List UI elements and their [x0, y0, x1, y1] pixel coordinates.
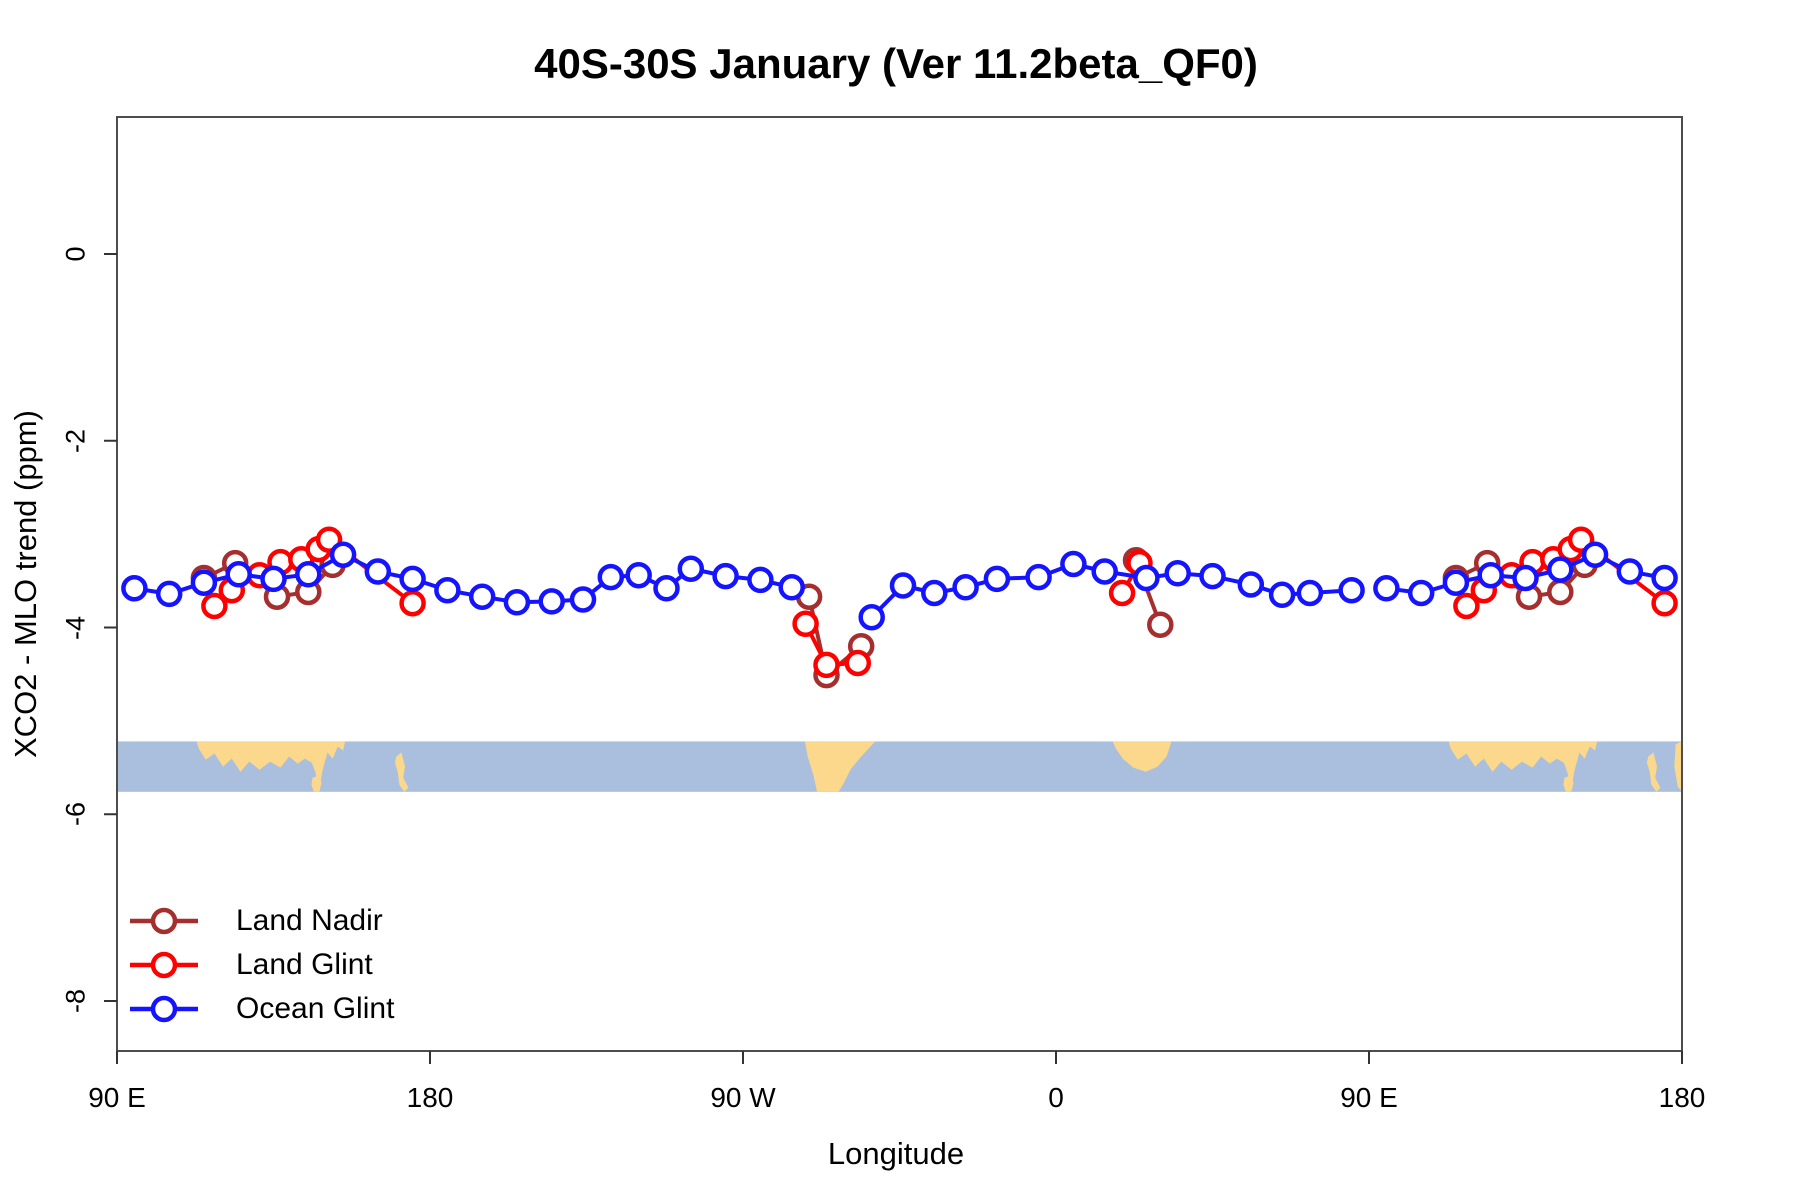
data-point-ocean-glint: [597, 563, 625, 591]
data-point-ocean-glint: [503, 589, 531, 616]
map-band: [117, 741, 1682, 792]
data-point-ocean-glint: [1091, 558, 1118, 585]
data-point-ocean-glint: [434, 576, 461, 604]
data-point-land-nadir: [1547, 578, 1574, 606]
data-series: [121, 526, 1678, 689]
data-point-ocean-glint: [1164, 560, 1191, 587]
data-point-ocean-glint: [190, 569, 218, 596]
data-point-ocean-glint: [1338, 576, 1365, 604]
data-point-ocean-glint: [858, 603, 885, 631]
data-point-ocean-glint: [653, 575, 680, 602]
data-point-ocean-glint: [983, 565, 1011, 593]
x-axis-title: Longitude: [827, 1136, 965, 1171]
data-point-ocean-glint: [225, 561, 252, 588]
data-point-ocean-glint: [1237, 571, 1265, 598]
x-tick-label: 0: [1048, 1082, 1064, 1113]
data-point-ocean-glint: [1477, 561, 1504, 589]
data-point-ocean-glint: [889, 572, 917, 599]
data-point-ocean-glint: [1512, 564, 1539, 592]
data-point-ocean-glint: [1442, 569, 1470, 596]
x-tick-label: 90 E: [1340, 1082, 1398, 1113]
data-point-ocean-glint: [399, 565, 426, 593]
data-point-land-glint: [1651, 589, 1678, 617]
data-point-ocean-glint: [1616, 558, 1644, 585]
data-point-ocean-glint: [1373, 575, 1400, 602]
data-point-ocean-glint: [121, 575, 148, 602]
data-point-ocean-glint: [329, 541, 357, 568]
x-tick-label: 90 W: [710, 1082, 776, 1113]
line-circle-marker-icon: [130, 907, 198, 935]
data-point-ocean-glint: [1133, 564, 1160, 592]
data-point-land-glint: [201, 592, 228, 620]
data-point-ocean-glint: [1268, 581, 1296, 609]
data-point-ocean-glint: [1581, 541, 1609, 568]
data-point-ocean-glint: [952, 574, 979, 601]
data-point-ocean-glint: [1407, 579, 1435, 607]
data-point-ocean-glint: [677, 555, 705, 582]
line-circle-marker-icon: [130, 951, 198, 979]
data-point-land-glint: [844, 649, 872, 677]
data-point-land-glint: [399, 589, 426, 617]
data-point-land-glint: [1108, 579, 1136, 607]
legend-item-land-nadir: Land Nadir: [128, 899, 394, 943]
data-point-ocean-glint: [712, 562, 739, 590]
data-point-ocean-glint: [1296, 579, 1324, 607]
map-land-south-america: [804, 741, 876, 792]
data-point-ocean-glint: [1547, 556, 1574, 583]
line-circle-marker-icon: [130, 995, 198, 1023]
data-point-ocean-glint: [155, 580, 183, 608]
map-band-ocean: [117, 741, 1682, 792]
data-point-ocean-glint: [260, 565, 287, 593]
legend-label: Land Nadir: [236, 904, 383, 937]
data-point-ocean-glint: [747, 566, 774, 594]
map-land-tasmania: [1563, 775, 1574, 792]
data-point-ocean-glint: [778, 574, 805, 601]
legend-item-ocean-glint: Ocean Glint: [128, 987, 394, 1031]
data-point-ocean-glint: [295, 561, 322, 588]
y-tick-label: 0: [60, 246, 91, 262]
data-point-ocean-glint: [569, 586, 597, 613]
map-land-south-africa: [1112, 741, 1172, 772]
y-tick-label: -4: [60, 615, 91, 640]
plot-box: [116, 116, 1683, 1052]
map-land-new-zealand: [1646, 752, 1661, 792]
data-point-ocean-glint: [364, 558, 392, 585]
y-axis-title: XCO2 - MLO trend (ppm): [8, 410, 43, 758]
data-point-ocean-glint: [1651, 564, 1678, 592]
data-point-ocean-glint: [538, 588, 565, 615]
data-point-ocean-glint: [921, 579, 948, 607]
map-land-new-zealand: [394, 752, 409, 792]
data-point-ocean-glint: [625, 561, 652, 589]
data-point-ocean-glint: [1060, 550, 1087, 578]
chart-legend: Land Nadir Land Glint Ocean Glint: [128, 899, 394, 1031]
data-point-land-nadir: [1147, 611, 1174, 638]
y-tick-label: -8: [60, 988, 91, 1014]
x-tick-label: 90 E: [88, 1082, 146, 1113]
data-point-ocean-glint: [1025, 563, 1052, 591]
legend-label: Land Glint: [236, 948, 373, 981]
y-tick-label: -2: [60, 428, 91, 453]
data-point-land-glint: [813, 651, 840, 679]
map-land-tasmania: [311, 775, 322, 792]
data-point-ocean-glint: [468, 583, 496, 610]
x-tick-label: 180: [1658, 1082, 1706, 1113]
legend-item-land-glint: Land Glint: [128, 943, 394, 987]
data-point-land-glint: [792, 610, 819, 638]
chart-title: 40S-30S January (Ver 11.2beta_QF0): [534, 40, 1258, 87]
legend-label: Ocean Glint: [236, 992, 395, 1025]
data-point-land-glint: [1453, 592, 1480, 620]
x-tick-label: 180: [406, 1082, 454, 1113]
map-land-australia: [196, 741, 346, 791]
map-land-australia: [1448, 741, 1598, 791]
data-point-ocean-glint: [1199, 562, 1226, 590]
map-land-edge-sliver: [1674, 741, 1682, 792]
y-tick-label: -6: [60, 802, 91, 827]
